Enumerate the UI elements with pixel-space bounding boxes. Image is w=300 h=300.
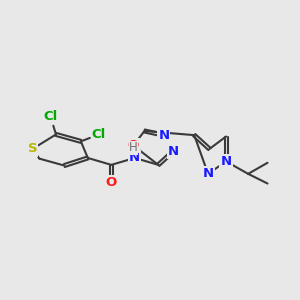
Text: N: N xyxy=(220,155,232,168)
Text: N: N xyxy=(129,152,140,164)
Text: H: H xyxy=(129,141,138,154)
Text: O: O xyxy=(106,176,117,189)
Text: N: N xyxy=(202,167,214,180)
Text: Cl: Cl xyxy=(92,128,106,141)
Text: Cl: Cl xyxy=(43,110,58,123)
Text: S: S xyxy=(28,142,37,155)
Text: O: O xyxy=(128,139,139,152)
Text: N: N xyxy=(158,129,169,142)
Text: N: N xyxy=(168,145,179,158)
